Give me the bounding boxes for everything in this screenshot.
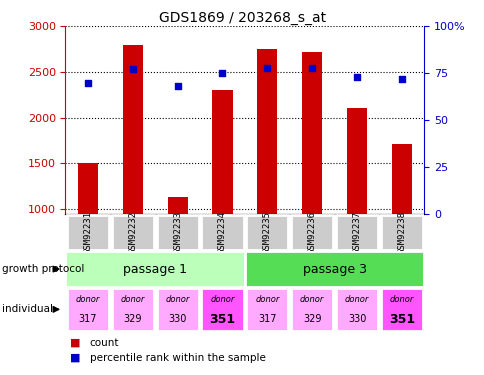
Text: passage 1: passage 1	[123, 262, 187, 276]
FancyBboxPatch shape	[156, 288, 198, 330]
Text: GSM92238: GSM92238	[396, 211, 406, 254]
Bar	[167, 197, 187, 214]
Text: count: count	[90, 338, 119, 348]
FancyBboxPatch shape	[380, 215, 422, 250]
Text: ■: ■	[70, 338, 81, 348]
Text: GDS1869 / 203268_s_at: GDS1869 / 203268_s_at	[159, 11, 325, 25]
Text: GSM92232: GSM92232	[128, 211, 137, 254]
Text: 329: 329	[302, 314, 321, 324]
Point	[84, 80, 91, 86]
FancyBboxPatch shape	[290, 215, 333, 250]
FancyBboxPatch shape	[246, 215, 288, 250]
Text: donor: donor	[300, 295, 324, 304]
Text: individual: individual	[2, 304, 53, 314]
Text: GSM92235: GSM92235	[262, 211, 272, 254]
Text: growth protocol: growth protocol	[2, 264, 85, 274]
Text: GSM92234: GSM92234	[217, 211, 227, 254]
Text: donor: donor	[255, 295, 279, 304]
FancyBboxPatch shape	[246, 288, 288, 330]
FancyBboxPatch shape	[244, 251, 424, 287]
Bar	[257, 49, 277, 214]
Text: percentile rank within the sample: percentile rank within the sample	[90, 353, 265, 363]
Text: donor: donor	[76, 295, 100, 304]
FancyBboxPatch shape	[156, 215, 198, 250]
Point	[129, 66, 136, 72]
Point	[352, 74, 360, 80]
FancyBboxPatch shape	[201, 288, 243, 330]
FancyBboxPatch shape	[67, 215, 109, 250]
FancyBboxPatch shape	[335, 288, 378, 330]
Text: 330: 330	[347, 314, 365, 324]
Point	[218, 70, 226, 76]
Text: 351: 351	[209, 313, 235, 326]
Bar	[302, 52, 322, 214]
Text: passage 3: passage 3	[302, 262, 366, 276]
Bar	[391, 144, 411, 214]
Text: GSM92231: GSM92231	[83, 211, 92, 254]
Text: GSM92236: GSM92236	[307, 211, 316, 254]
FancyBboxPatch shape	[111, 215, 153, 250]
Text: donor: donor	[210, 295, 234, 304]
Point	[397, 76, 405, 82]
Text: 330: 330	[168, 314, 186, 324]
FancyBboxPatch shape	[201, 215, 243, 250]
Text: 351: 351	[388, 313, 414, 326]
Text: donor: donor	[389, 295, 413, 304]
Point	[173, 83, 181, 89]
Text: ■: ■	[70, 353, 81, 363]
Text: GSM92233: GSM92233	[173, 211, 182, 254]
FancyBboxPatch shape	[380, 288, 422, 330]
Text: 329: 329	[123, 314, 142, 324]
Text: donor: donor	[121, 295, 145, 304]
Point	[263, 64, 271, 70]
FancyBboxPatch shape	[111, 288, 153, 330]
Bar	[122, 45, 143, 214]
Bar	[77, 164, 98, 214]
Bar	[212, 90, 232, 214]
Bar	[346, 108, 366, 214]
Text: 317: 317	[78, 314, 97, 324]
Text: 317: 317	[257, 314, 276, 324]
FancyBboxPatch shape	[290, 288, 333, 330]
FancyBboxPatch shape	[67, 288, 109, 330]
Point	[308, 64, 316, 70]
FancyBboxPatch shape	[335, 215, 378, 250]
Text: donor: donor	[344, 295, 368, 304]
Text: donor: donor	[165, 295, 189, 304]
FancyBboxPatch shape	[65, 251, 244, 287]
Text: GSM92237: GSM92237	[352, 211, 361, 254]
